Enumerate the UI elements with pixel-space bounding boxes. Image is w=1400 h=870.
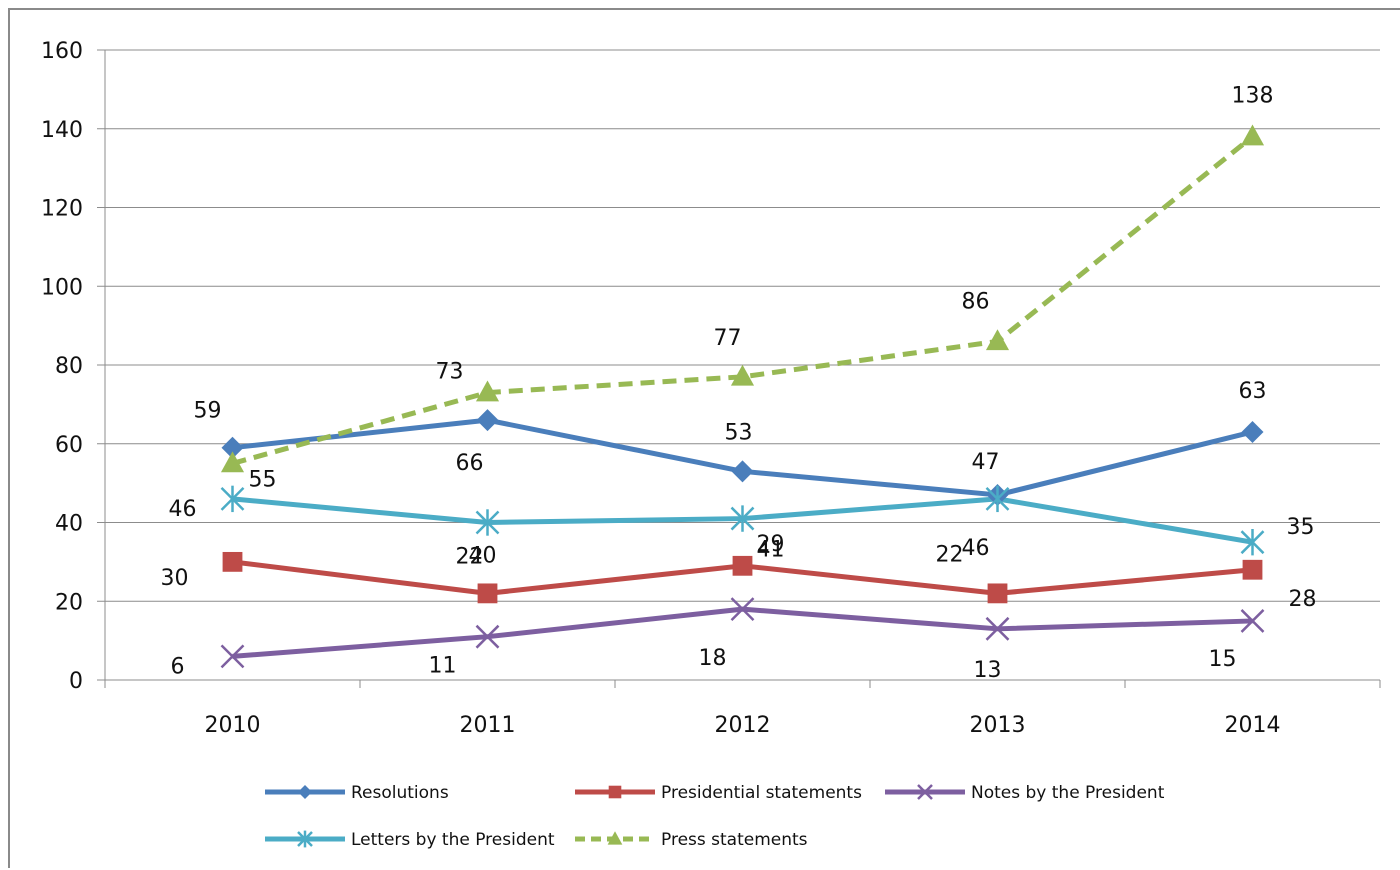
legend-label-notes-by-the-president: Notes by the President bbox=[971, 783, 1165, 803]
legend-label-resolutions: Resolutions bbox=[351, 783, 449, 803]
data-label-letters-by-the-president-2011: 40 bbox=[469, 544, 497, 569]
legend-item-resolutions[interactable]: Resolutions bbox=[265, 783, 449, 803]
x-tick-label-2013: 2013 bbox=[970, 713, 1026, 738]
data-label-resolutions-2011: 66 bbox=[456, 451, 484, 476]
data-label-presidential-statements-2012: 29 bbox=[757, 532, 785, 557]
series-lines bbox=[231, 134, 1255, 659]
data-label-notes-by-the-president-2012: 18 bbox=[699, 646, 727, 671]
marker-press-statements-2013 bbox=[985, 329, 1010, 351]
x-tick-label-2011: 2011 bbox=[460, 713, 516, 738]
y-tick-label-60: 60 bbox=[55, 433, 83, 458]
line-chart: 0 20 40 60 80 100 120 140 160 2010 2011 2012 2013 201… bbox=[41, 39, 1381, 850]
axes: 0 20 40 60 80 100 120 140 160 2010 2011 2012 2013 201… bbox=[41, 39, 1381, 738]
chart-frame: 0 20 40 60 80 100 120 140 160 2010 2011 2012 2013 201… bbox=[8, 8, 1400, 868]
data-label-presidential-statements-2010: 30 bbox=[161, 566, 189, 591]
data-label-notes-by-the-president-2014: 15 bbox=[1209, 647, 1237, 672]
marker-resolutions-2012 bbox=[731, 460, 754, 483]
marker-notes-by-the-president-2012 bbox=[730, 597, 755, 622]
legend-item-presidential-statements[interactable]: Presidential statements bbox=[575, 783, 862, 803]
data-label-resolutions-2013: 47 bbox=[972, 450, 1000, 475]
data-label-presidential-statements-2013: 22 bbox=[936, 542, 964, 567]
y-tick-label-160: 160 bbox=[41, 39, 83, 64]
y-tick-label-100: 100 bbox=[41, 275, 83, 300]
data-label-resolutions-2014: 63 bbox=[1239, 379, 1267, 404]
y-tick-label-140: 140 bbox=[41, 118, 83, 143]
legend-marker-notes-by-the-president bbox=[917, 784, 933, 800]
marker-letters-by-the-president-2014 bbox=[1240, 528, 1265, 556]
y-tick-label-0: 0 bbox=[69, 669, 83, 694]
data-label-press-statements-2011: 73 bbox=[436, 360, 464, 385]
data-label-notes-by-the-president-2013: 13 bbox=[974, 658, 1002, 683]
data-label-presidential-statements-2014: 28 bbox=[1289, 587, 1317, 612]
x-tick-label-2014: 2014 bbox=[1225, 713, 1281, 738]
legend-label-letters-by-the-president: Letters by the President bbox=[351, 830, 555, 850]
marker-letters-by-the-president-2010 bbox=[220, 485, 245, 513]
data-label-letters-by-the-president-2013: 46 bbox=[962, 536, 990, 561]
data-label-resolutions-2010: 59 bbox=[194, 399, 222, 424]
x-tick-label-2012: 2012 bbox=[715, 713, 771, 738]
data-label-resolutions-2012: 53 bbox=[725, 420, 753, 445]
data-label-letters-by-the-president-2012: 41 bbox=[757, 538, 785, 563]
y-tick-label-120: 120 bbox=[41, 197, 83, 222]
marker-notes-by-the-president-2010 bbox=[220, 644, 245, 669]
x-tick-label-2010: 2010 bbox=[205, 713, 261, 738]
marker-press-statements-2010 bbox=[220, 451, 245, 473]
legend-marker-resolutions bbox=[298, 785, 312, 799]
marker-press-statements-2014 bbox=[1240, 124, 1265, 146]
data-label-press-statements-2014: 138 bbox=[1232, 84, 1274, 109]
data-label-letters-by-the-president-2014: 35 bbox=[1287, 515, 1315, 540]
data-label-notes-by-the-president-2010: 6 bbox=[171, 654, 185, 679]
legend-marker-press-statements bbox=[607, 831, 623, 845]
marker-presidential-statements-2013 bbox=[987, 583, 1008, 604]
marker-notes-by-the-president-2013 bbox=[985, 616, 1010, 641]
marker-resolutions-2010 bbox=[221, 436, 244, 459]
legend-item-notes-by-the-president[interactable]: Notes by the President bbox=[885, 783, 1165, 803]
legend-marker-letters-by-the-president bbox=[297, 830, 313, 848]
marker-notes-by-the-president-2014 bbox=[1240, 609, 1265, 633]
legend: Resolutions Presidential statements Notes … bbox=[265, 783, 1165, 850]
data-label-notes-by-the-president-2011: 11 bbox=[429, 654, 457, 679]
marker-letters-by-the-president-2013 bbox=[985, 485, 1010, 513]
legend-marker-presidential-statements bbox=[608, 785, 622, 799]
marker-press-statements-2011 bbox=[475, 380, 500, 402]
marker-resolutions-2014 bbox=[1241, 420, 1264, 443]
y-tick-label-20: 20 bbox=[55, 590, 83, 615]
marker-presidential-statements-2010 bbox=[222, 551, 243, 572]
marker-presidential-statements-2012 bbox=[732, 555, 753, 576]
marker-letters-by-the-president-2011 bbox=[475, 509, 500, 536]
series-line-press-statements bbox=[231, 134, 1255, 466]
data-label-letters-by-the-president-2010: 46 bbox=[169, 497, 197, 522]
marker-press-statements-2012 bbox=[730, 364, 755, 386]
data-label-press-statements-2013: 86 bbox=[962, 289, 990, 314]
legend-item-letters-by-the-president[interactable]: Letters by the President bbox=[265, 830, 555, 850]
legend-label-press-statements: Press statements bbox=[661, 830, 808, 850]
marker-presidential-statements-2014 bbox=[1242, 559, 1263, 580]
marker-letters-by-the-president-2012 bbox=[730, 505, 755, 532]
series-markers bbox=[220, 124, 1265, 669]
marker-resolutions-2011 bbox=[476, 409, 499, 432]
legend-item-press-statements[interactable]: Press statements bbox=[575, 830, 808, 850]
marker-presidential-statements-2011 bbox=[477, 583, 498, 604]
data-labels: 59 66 53 47 63 30 22 29 22 28 6 11 18 13 15 46 40 41 46 35 5… bbox=[161, 84, 1317, 683]
marker-notes-by-the-president-2011 bbox=[475, 624, 500, 649]
legend-label-presidential-statements: Presidential statements bbox=[661, 783, 862, 803]
y-tick-label-40: 40 bbox=[55, 512, 83, 537]
data-label-press-statements-2012: 77 bbox=[714, 326, 742, 351]
series-line-notes-by-the-president bbox=[232, 606, 1253, 659]
data-label-presidential-statements-2011: 22 bbox=[456, 544, 484, 569]
data-label-press-statements-2010: 55 bbox=[249, 467, 277, 492]
y-tick-label-80: 80 bbox=[55, 354, 83, 379]
